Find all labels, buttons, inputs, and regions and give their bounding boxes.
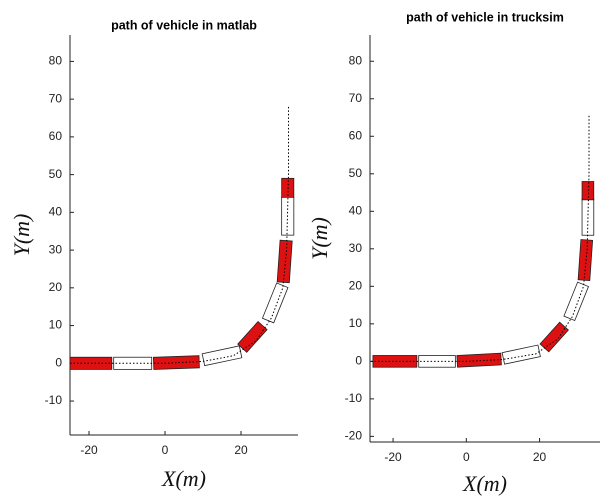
x-tick-label: 0 bbox=[162, 443, 169, 457]
y-tick-label: 70 bbox=[49, 91, 63, 105]
x-tick-label: -20 bbox=[384, 450, 402, 464]
vehicle-body bbox=[201, 345, 243, 367]
vehicle-body bbox=[276, 239, 293, 284]
y-tick-label: 50 bbox=[349, 166, 363, 180]
y-tick-label: 50 bbox=[49, 167, 63, 181]
x-tick-label: 0 bbox=[463, 450, 470, 464]
x-tick-label: 20 bbox=[234, 443, 248, 457]
y-tick-label: 10 bbox=[49, 318, 63, 332]
vehicle-body bbox=[577, 239, 594, 281]
vehicle-body bbox=[581, 181, 595, 201]
y-tick-label: -10 bbox=[345, 391, 363, 405]
y-tick-label: -20 bbox=[345, 429, 363, 443]
chart-title: path of vehicle in trucksim bbox=[406, 10, 564, 24]
plot: path of vehicle in trucksim -20 -10 0 10 20 30… bbox=[307, 10, 600, 496]
vehicle-body bbox=[501, 344, 541, 365]
vehicle-body bbox=[261, 282, 289, 324]
x-tick-label: 20 bbox=[533, 450, 547, 464]
path-line bbox=[371, 113, 590, 362]
y-tick-label: 10 bbox=[349, 316, 363, 330]
path-line bbox=[70, 106, 289, 364]
y-tick-label: 0 bbox=[355, 354, 362, 368]
y-tick-label: 60 bbox=[49, 129, 63, 143]
y-axis-label: Y(m) bbox=[9, 214, 34, 257]
y-axis-label: Y(m) bbox=[307, 217, 332, 260]
y-tick-label: 20 bbox=[349, 278, 363, 292]
x-axis-label: X(m) bbox=[161, 466, 206, 491]
y-tick-label: 60 bbox=[349, 128, 363, 142]
x-axis-label: X(m) bbox=[462, 471, 507, 496]
y-tick-label: 70 bbox=[349, 91, 363, 105]
y-tick-label: 30 bbox=[349, 241, 363, 255]
y-tick-label: 40 bbox=[49, 205, 63, 219]
y-tick-label: 20 bbox=[49, 280, 63, 294]
y-tick-label: 30 bbox=[49, 242, 63, 256]
y-tick-label: 80 bbox=[349, 53, 363, 67]
y-tick-label: 40 bbox=[349, 203, 363, 217]
y-tick-label: -10 bbox=[45, 393, 63, 407]
y-tick-label: 80 bbox=[49, 54, 63, 68]
x-tick-label: -20 bbox=[80, 443, 98, 457]
y-tick-label: 0 bbox=[55, 355, 62, 369]
vehicle-body bbox=[539, 321, 569, 353]
vehicle-body bbox=[563, 281, 590, 322]
plot: path of vehicle in matlab -10 0 10 20 30 40 50 6… bbox=[9, 18, 298, 491]
chart-title: path of vehicle in matlab bbox=[111, 18, 257, 32]
vehicle-body bbox=[237, 320, 268, 353]
